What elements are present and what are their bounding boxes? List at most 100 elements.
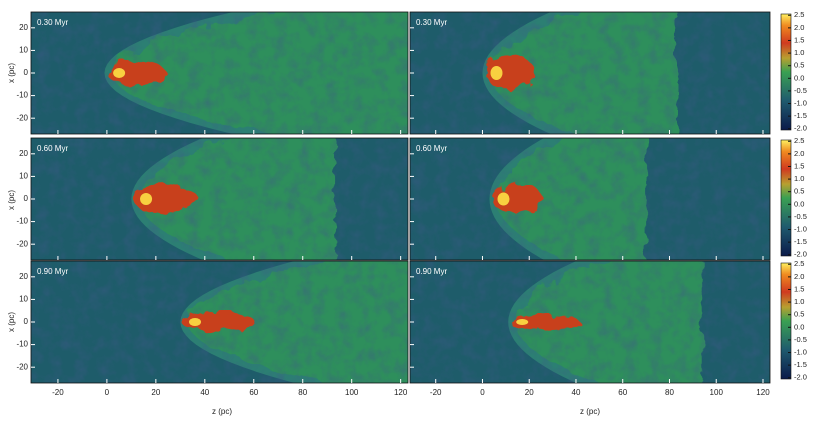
x-tick-label: 120	[756, 388, 770, 397]
colorbar-tick-label: 1.5	[794, 35, 804, 44]
x-tick-label: 100	[345, 388, 359, 397]
colorbar-tick-label: 1.0	[794, 297, 804, 306]
y-tick-label: -10	[16, 91, 28, 100]
colorbar-tick-label: 2.0	[794, 272, 804, 281]
colorbar-tick-label: -0.5	[794, 335, 807, 344]
colorbar	[780, 13, 792, 131]
y-tick-label: 0	[24, 317, 29, 326]
hot-core	[516, 319, 529, 325]
colorbar-tick-label: -1.5	[794, 360, 807, 369]
colorbar-tick-label: -2.0	[794, 373, 807, 382]
colorbar-tick-label: -0.5	[794, 86, 807, 95]
colorbar	[780, 262, 792, 380]
texture	[31, 12, 408, 134]
colorbar-tick-label: -1.0	[794, 348, 807, 357]
colorbar-tick-label: 1.0	[794, 174, 804, 183]
colorbar-tick-label: 0.0	[794, 322, 804, 331]
colorbar-tick-label: -2.0	[794, 250, 807, 259]
colorbar-tick-label: 2.0	[794, 23, 804, 32]
hot-gas	[181, 312, 255, 332]
panel-image	[410, 261, 770, 383]
x-tick-label: 60	[249, 388, 258, 397]
texture	[410, 138, 770, 260]
colorbar-tick-label: 2.0	[794, 149, 804, 158]
panel-image	[31, 261, 408, 383]
y-tick-label: -20	[16, 113, 28, 122]
hot-core	[490, 66, 503, 80]
panel-image	[31, 138, 408, 260]
panel-image	[410, 138, 770, 260]
panel-label: 0.90 Myr	[416, 267, 447, 276]
x-tick-label: 100	[710, 388, 724, 397]
colorbar-tick-label: 1.0	[794, 48, 804, 57]
panel-image	[31, 12, 408, 134]
x-axis-label: z (pc)	[580, 407, 600, 416]
y-tick-label: 0	[24, 68, 29, 77]
hot-gas	[106, 61, 166, 85]
y-tick-label: -20	[16, 362, 28, 371]
texture	[410, 261, 770, 383]
y-tick-label: -10	[16, 340, 28, 349]
colorbar-tick-label: 2.5	[794, 136, 804, 145]
colorbar-tick-label: 2.5	[794, 10, 804, 19]
colorbar	[780, 139, 792, 257]
colorbar-tick-label: -1.0	[794, 225, 807, 234]
hot-gas	[509, 314, 580, 330]
panel: 0.60 Myr 20 10 0 -10 -20	[16, 137, 409, 261]
panel-label: 0.60 Myr	[416, 144, 447, 153]
x-tick-label: 0	[105, 388, 110, 397]
colorbar-tick-label: 2.5	[794, 259, 804, 268]
y-tick-label: 20	[19, 149, 28, 158]
colorbar-tick-label: 0.0	[794, 199, 804, 208]
x-tick-label: 0	[480, 388, 485, 397]
hot-core	[189, 318, 202, 326]
panel-label: 0.90 Myr	[37, 267, 68, 276]
colorbar-tick-label: -1.0	[794, 99, 807, 108]
y-tick-label: 20	[19, 23, 28, 32]
y-axis-label: x (pc)	[7, 312, 16, 332]
texture	[31, 138, 408, 260]
y-tick-label: 10	[19, 46, 28, 55]
panel-label: 0.30 Myr	[416, 18, 447, 27]
colorbar-tick-label: 1.5	[794, 284, 804, 293]
colorbar-tick-label: 0.5	[794, 61, 804, 70]
panel: 0.30 Myr 20 10 0 -10 -20	[16, 11, 409, 135]
colorbar-tick-label: -2.0	[794, 124, 807, 133]
colorbar-tick-label: -0.5	[794, 212, 807, 221]
x-tick-label: 40	[200, 388, 209, 397]
hot-gas	[492, 183, 543, 215]
colorbar-tick-label: -1.5	[794, 237, 807, 246]
x-tick-label: 80	[298, 388, 307, 397]
panel: 0.60 Myr 2.5 2.0 1.5 1.0 0.5 0.0 -0.5 -1.0 -1.5 -2…	[409, 136, 807, 261]
x-tick-label: 20	[151, 388, 160, 397]
panel: 0.90 Myr -20 0 20 40 60 80 100 120 2.5 2.0 1.5 1.0 0.…	[409, 259, 807, 397]
panel-image	[410, 12, 770, 134]
hot-core	[140, 193, 153, 205]
y-axis-label: x (pc)	[7, 190, 16, 210]
x-tick-label: 80	[665, 388, 674, 397]
x-tick-label: 20	[525, 388, 534, 397]
panel-label: 0.60 Myr	[37, 144, 68, 153]
y-tick-label: -10	[16, 217, 28, 226]
x-tick-label: -20	[52, 388, 64, 397]
x-tick-label: 120	[394, 388, 408, 397]
colorbar-tick-label: 0.5	[794, 310, 804, 319]
colorbar-tick-label: 0.5	[794, 187, 804, 196]
colorbar-tick-label: -1.5	[794, 111, 807, 120]
x-tick-label: 60	[618, 388, 627, 397]
hot-core	[113, 68, 126, 78]
panel-label: 0.30 Myr	[37, 18, 68, 27]
y-tick-label: -20	[16, 239, 28, 248]
texture	[410, 12, 770, 134]
hot-gas	[133, 184, 198, 214]
y-tick-label: 20	[19, 272, 28, 281]
hot-gas	[485, 56, 536, 90]
x-axis-label: z (pc)	[212, 407, 232, 416]
hot-core	[497, 192, 510, 206]
panel: 0.30 Myr 2.5 2.0 1.5 1.0 0.5 0.0 -0.5 -1.0 -1.5 -2…	[409, 10, 807, 135]
y-tick-label: 10	[19, 172, 28, 181]
colorbar-tick-label: 1.5	[794, 161, 804, 170]
x-tick-label: -20	[430, 388, 442, 397]
